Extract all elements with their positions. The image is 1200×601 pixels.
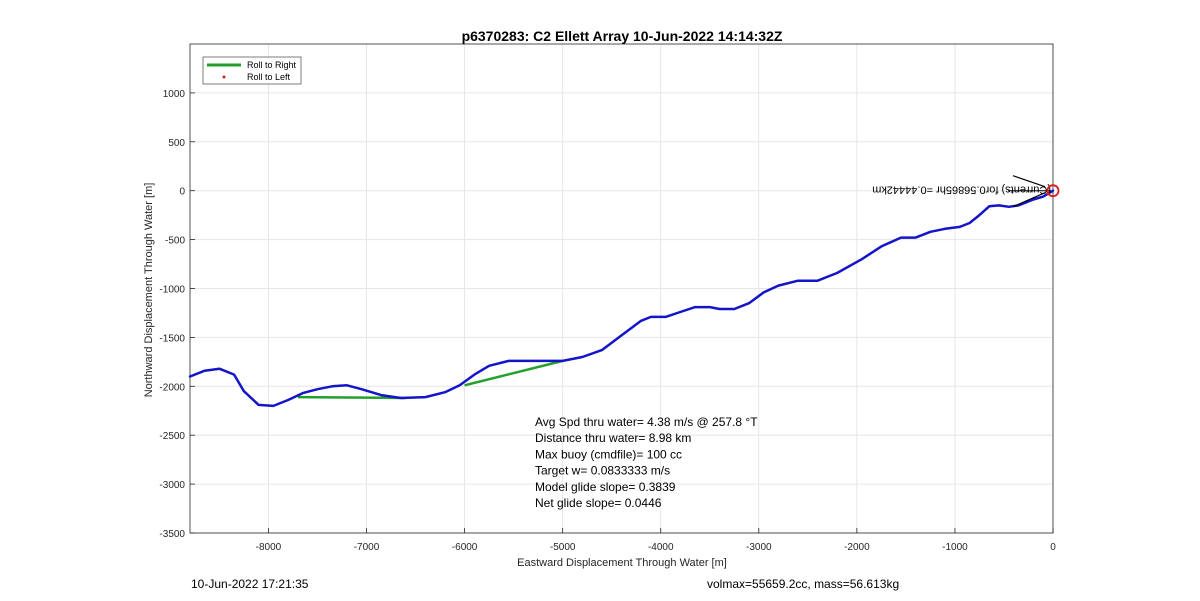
x-tick-label: -7000 (354, 542, 380, 553)
y-tick-label: -500 (165, 236, 185, 247)
y-tick-label: -2500 (159, 431, 185, 442)
y-tick-label: -3000 (159, 480, 185, 491)
x-axis-label: Eastward Displacement Through Water [m] (517, 557, 727, 569)
stats-line: Net glide slope= 0.0446 (535, 496, 662, 510)
x-tick-label: -1000 (942, 542, 968, 553)
legend-label-roll-left: Roll to Left (247, 72, 291, 82)
x-tick-label: -6000 (452, 542, 478, 553)
y-tick-label: -2000 (159, 382, 185, 393)
x-axis-ticks: -8000 -7000 -6000 -5000 -4000 -3000 -2000 -1000… (256, 528, 1056, 553)
stats-line: Target w= 0.0833333 m/s (535, 464, 670, 478)
legend-box (202, 56, 302, 85)
roll-right-segment (297, 395, 406, 400)
y-axis-ticks: -3500 -3000 -2500 -2000 -1500 -1000 -500 0 500 10… (159, 89, 195, 540)
data-layer (188, 189, 1055, 408)
stats-line: Model glide slope= 0.3839 (535, 480, 676, 494)
y-tick-label: -3500 (159, 529, 185, 540)
x-tick-label: -8000 (256, 542, 282, 553)
legend-marker-roll-left (222, 75, 226, 79)
y-tick-label: -1500 (159, 333, 185, 344)
grid-lines (190, 44, 1054, 534)
current-arrow-label: (Currents) for0.56865hr =0.44442km (872, 184, 1051, 196)
stats-line: Distance thru water= 8.98 km (535, 431, 691, 445)
y-tick-label: 500 (168, 138, 185, 149)
roll-right-segment (464, 359, 564, 387)
footer-timestamp: 10-Jun-2022 17:21:35 (191, 577, 309, 591)
track-line (188, 189, 1055, 408)
x-tick-label: -4000 (648, 542, 674, 553)
legend-label-roll-right: Roll to Right (247, 60, 297, 70)
chart-title: p6370283: C2 Ellett Array 10-Jun-2022 14… (462, 28, 783, 44)
arrow-head-upper (1012, 175, 1046, 188)
arrow-head-lower (1012, 192, 1046, 208)
stats-line: Max buoy (cmdfile)= 100 cc (535, 447, 682, 461)
x-tick-label: -3000 (746, 542, 772, 553)
y-tick-label: 1000 (163, 89, 186, 100)
x-tick-label: -5000 (550, 542, 576, 553)
end-marker-circle (1046, 184, 1060, 198)
x-tick-label: -2000 (844, 542, 870, 553)
annotations: (Currents) for0.56865hr =0.44442km Avg Sp… (535, 175, 1060, 510)
y-tick-label: -1000 (159, 285, 185, 296)
y-axis-label: Northward Displacement Through Water [m] (143, 183, 155, 398)
y-tick-label: 0 (179, 187, 185, 198)
legend: Roll to Right Roll to Left (202, 56, 302, 85)
footer-summary: volmax=55659.2cc, mass=56.613kg (707, 577, 900, 591)
x-tick-label: 0 (1050, 542, 1056, 553)
stats-line: Avg Spd thru water= 4.38 m/s @ 257.8 °T (535, 415, 758, 429)
